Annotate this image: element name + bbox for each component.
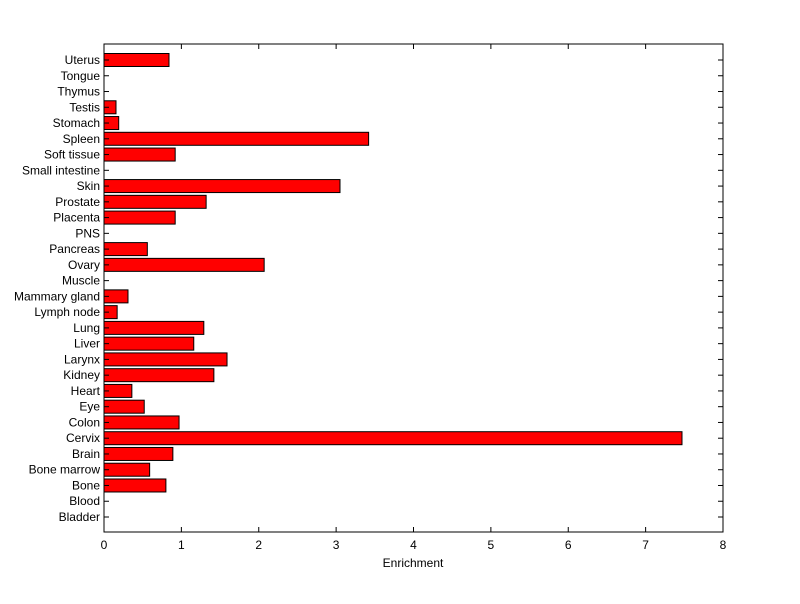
y-tick-label: Soft tissue <box>44 148 100 162</box>
y-tick-label: Lymph node <box>34 305 100 319</box>
bar <box>103 462 151 477</box>
y-tick-label: Spleen <box>63 132 100 146</box>
bar <box>103 210 176 225</box>
bar <box>103 242 148 257</box>
x-tick-label: 0 <box>101 538 108 552</box>
y-tick-label: Brain <box>72 447 100 461</box>
y-tick-label: Mammary gland <box>14 289 100 303</box>
bar <box>103 53 170 67</box>
x-axis-label: Enrichment <box>383 556 444 570</box>
y-tick-label: Cervix <box>66 431 100 445</box>
y-tick-label: Liver <box>74 337 100 351</box>
y-tick-label: Lung <box>73 321 100 335</box>
x-tick-label: 5 <box>488 538 495 552</box>
y-tick-label: Uterus <box>65 53 100 67</box>
y-tick-label: Eye <box>79 400 100 414</box>
bar <box>103 194 207 209</box>
bar <box>103 431 683 446</box>
bar <box>103 131 370 146</box>
y-tick-label: Placenta <box>53 211 100 225</box>
bar <box>103 179 341 194</box>
x-tick-label: 4 <box>410 538 417 552</box>
y-tick-label: Blood <box>69 494 100 508</box>
bar <box>103 320 205 335</box>
bar <box>103 446 174 461</box>
bar <box>103 478 167 493</box>
y-tick-label: Muscle <box>62 274 100 288</box>
y-tick-label: Larynx <box>64 352 100 366</box>
y-tick-label: Ovary <box>68 258 100 272</box>
x-tick-label: 1 <box>178 538 185 552</box>
y-tick-label: Prostate <box>55 195 100 209</box>
x-tick-label: 8 <box>720 538 727 552</box>
y-tick-label: Kidney <box>63 368 100 382</box>
bar <box>103 399 145 414</box>
y-tick-label: Bladder <box>59 510 100 524</box>
y-tick-label: Bone <box>72 478 100 492</box>
y-tick-label: Tongue <box>61 69 101 83</box>
y-tick-label: Testis <box>69 100 100 114</box>
y-tick-label: Bone marrow <box>29 463 101 477</box>
y-tick-label: Thymus <box>57 85 100 99</box>
y-tick-label: Colon <box>69 415 100 429</box>
y-tick-label: PNS <box>75 226 100 240</box>
x-tick-label: 7 <box>642 538 649 552</box>
y-tick-label: Small intestine <box>22 163 100 177</box>
x-tick-label: 6 <box>565 538 572 552</box>
y-tick-label: Stomach <box>53 116 100 130</box>
y-tick-label: Pancreas <box>49 242 100 256</box>
bar <box>103 336 195 351</box>
bar <box>103 257 265 272</box>
bar <box>103 147 176 162</box>
y-tick-label: Skin <box>77 179 100 193</box>
plot-area <box>103 43 724 533</box>
x-tick-label: 3 <box>333 538 340 552</box>
x-tick-label: 2 <box>255 538 262 552</box>
bar <box>103 415 180 430</box>
bar <box>103 368 215 383</box>
bar <box>103 352 228 367</box>
y-tick-label: Heart <box>71 384 101 398</box>
